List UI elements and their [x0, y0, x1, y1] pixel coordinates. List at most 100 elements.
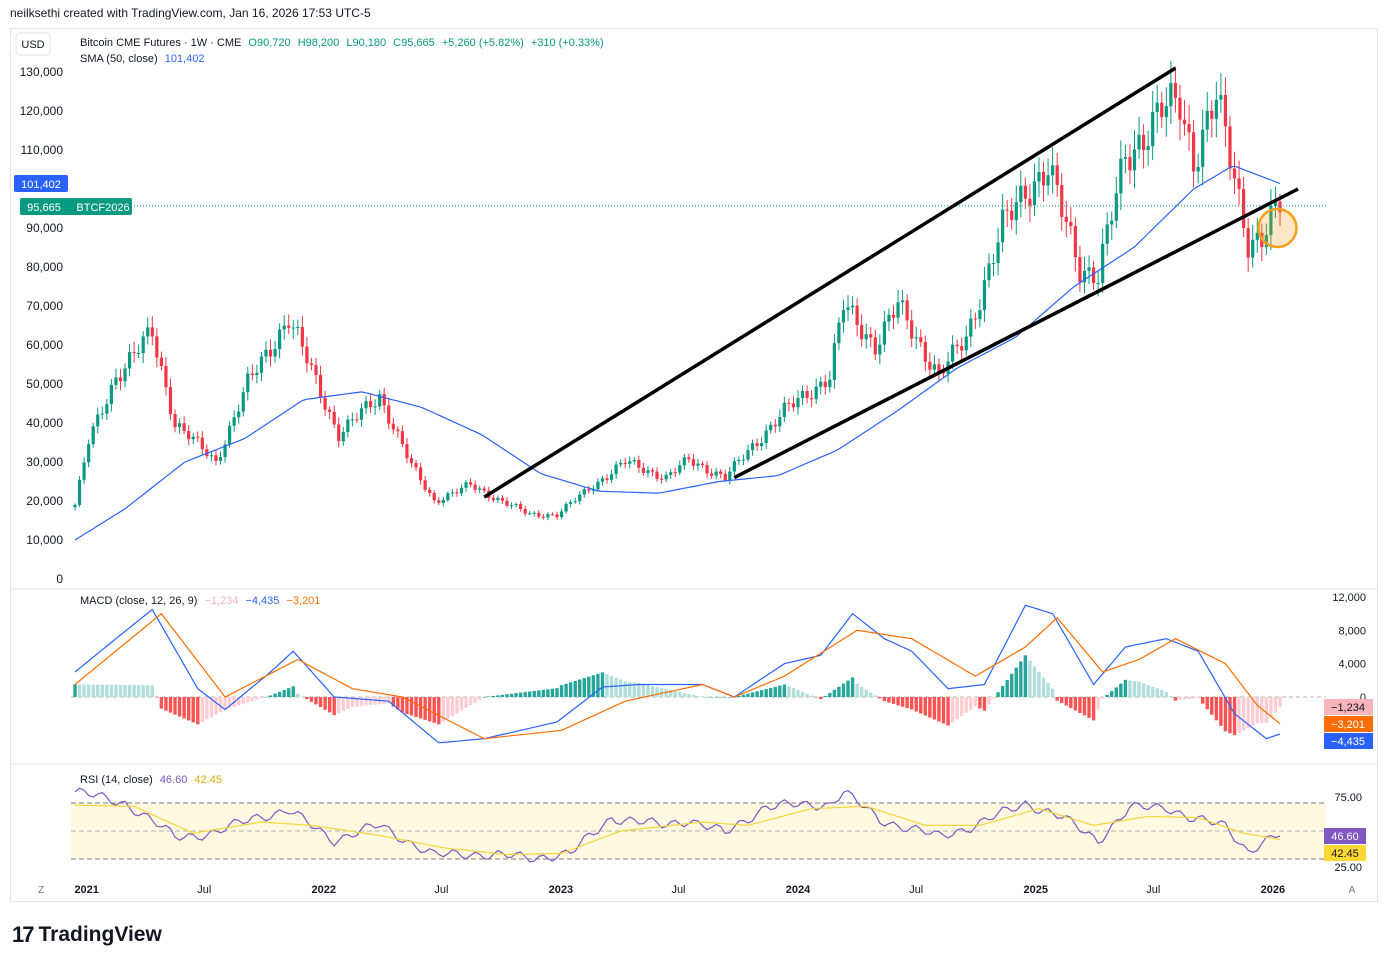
macd-histogram-bar	[477, 697, 482, 700]
macd-histogram-bar	[209, 697, 214, 717]
macd-histogram-bar	[841, 683, 846, 697]
candle-body	[632, 459, 636, 462]
candle-body	[969, 318, 973, 337]
candle-body	[814, 386, 818, 400]
candle-body	[1028, 198, 1032, 206]
macd-histogram-bar	[105, 684, 109, 697]
macd-histogram-bar	[1014, 667, 1018, 697]
sma-legend-label[interactable]: SMA (50, close)	[80, 53, 158, 65]
macd-histogram-bar	[1246, 697, 1250, 728]
time-axis-tick: 2026	[1261, 884, 1285, 896]
macd-histogram-bar	[1114, 687, 1119, 697]
macd-histogram-bar	[1041, 677, 1046, 697]
macd-histogram-bar	[437, 697, 441, 725]
macd-histogram-bar	[227, 697, 232, 709]
candle-body	[1069, 221, 1073, 227]
candle-body	[1055, 165, 1059, 186]
macd-histogram-bar	[673, 691, 677, 697]
price-axis-tick: 60,000	[26, 338, 63, 352]
auto-scale-control[interactable]: A	[1349, 885, 1356, 896]
candle-body	[905, 300, 909, 321]
candle-body	[1060, 185, 1064, 217]
candle-body	[810, 397, 814, 400]
candle-body	[982, 280, 987, 311]
macd-histogram-bar	[709, 697, 714, 698]
macd-histogram-bar	[646, 685, 650, 697]
candle-body	[1182, 119, 1187, 125]
candle-body	[1110, 220, 1114, 225]
ticker-badge-value: BTCF2026	[76, 202, 129, 214]
candle-body	[578, 494, 582, 502]
macd-histogram-bar	[314, 697, 318, 705]
price-axis-tick: 0	[56, 572, 63, 586]
channel-upper-trendline[interactable]	[483, 66, 1177, 499]
macd-histogram-bar	[186, 697, 191, 721]
symbol-name[interactable]: Bitcoin CME Futures · 1W · CME	[80, 37, 241, 49]
price-axis-tick: 30,000	[26, 455, 63, 469]
zoom-reset-control[interactable]: Z	[38, 885, 44, 896]
candle-body	[305, 346, 309, 364]
candle-body	[1078, 257, 1082, 283]
macd-histogram-bar	[205, 697, 209, 720]
currency-badge[interactable]	[15, 32, 51, 56]
macd-histogram-bar	[1037, 672, 1041, 697]
macd-histogram-bar	[1228, 697, 1232, 734]
candle-body	[523, 509, 527, 514]
tradingview-logo-text: TradingView	[38, 923, 162, 946]
macd-histogram-bar	[236, 697, 241, 706]
candle-body	[337, 424, 341, 442]
macd-histogram-bar	[1087, 697, 1091, 718]
rsi-legend-label[interactable]: RSI (14, close)	[80, 774, 153, 786]
macd-legend-label[interactable]: MACD (close, 12, 26, 9)	[80, 595, 197, 607]
rsi-ma-badge	[1324, 845, 1366, 861]
candle-body	[350, 419, 354, 421]
macd-histogram-bar	[982, 697, 987, 711]
candle-body	[1264, 235, 1268, 247]
candle-body	[318, 374, 323, 398]
macd-histogram-bar	[632, 682, 637, 697]
macd-histogram-bar	[296, 693, 300, 697]
macd-histogram-bar	[146, 685, 150, 697]
macd-histogram-bar	[869, 692, 873, 697]
candle-body	[496, 497, 500, 501]
macd-histogram-bar	[450, 697, 455, 717]
candle-body	[741, 459, 746, 461]
macd-histogram-bar	[541, 689, 546, 697]
candle-body	[1037, 171, 1041, 182]
candle-body	[255, 372, 259, 375]
candle-body	[973, 318, 977, 320]
candle-body	[864, 334, 868, 340]
candle-body	[1237, 178, 1241, 190]
macd-histogram-bar	[387, 697, 391, 704]
macd-histogram-bar	[819, 697, 823, 700]
macd-histogram-bar	[414, 697, 418, 717]
macd-histogram-bar	[214, 697, 218, 715]
macd-histogram-bar	[891, 697, 896, 704]
candle-body	[609, 474, 614, 480]
channel-lower-trendline[interactable]	[733, 187, 1299, 480]
macd-histogram-bar	[528, 691, 532, 697]
highlight-circle[interactable]	[1257, 207, 1298, 249]
macd-histogram-bar	[1073, 697, 1078, 711]
candle-body	[1246, 228, 1250, 258]
time-axis-tick: Jul	[909, 884, 923, 896]
rsi-badge	[1324, 828, 1366, 844]
candle-body	[96, 414, 100, 427]
candle-body	[469, 482, 473, 485]
macd-histogram-bar	[505, 694, 509, 697]
macd-legend-hist: −1,234	[204, 595, 238, 607]
tradingview-logo[interactable]: 17 TradingView	[12, 922, 162, 948]
price-axis-tick: 130,000	[20, 65, 64, 79]
macd-histogram-bar	[700, 697, 705, 698]
macd-histogram-bar	[1050, 688, 1055, 697]
macd-histogram-bar	[755, 691, 759, 697]
candle-body	[1123, 157, 1127, 159]
sma-line	[74, 165, 1281, 541]
macd-histogram-bar	[909, 697, 914, 710]
candle-body	[396, 429, 400, 432]
candle-body	[619, 462, 623, 465]
candle-body	[1005, 209, 1009, 211]
macd-histogram-bar	[573, 680, 577, 697]
candle-body	[750, 443, 755, 451]
